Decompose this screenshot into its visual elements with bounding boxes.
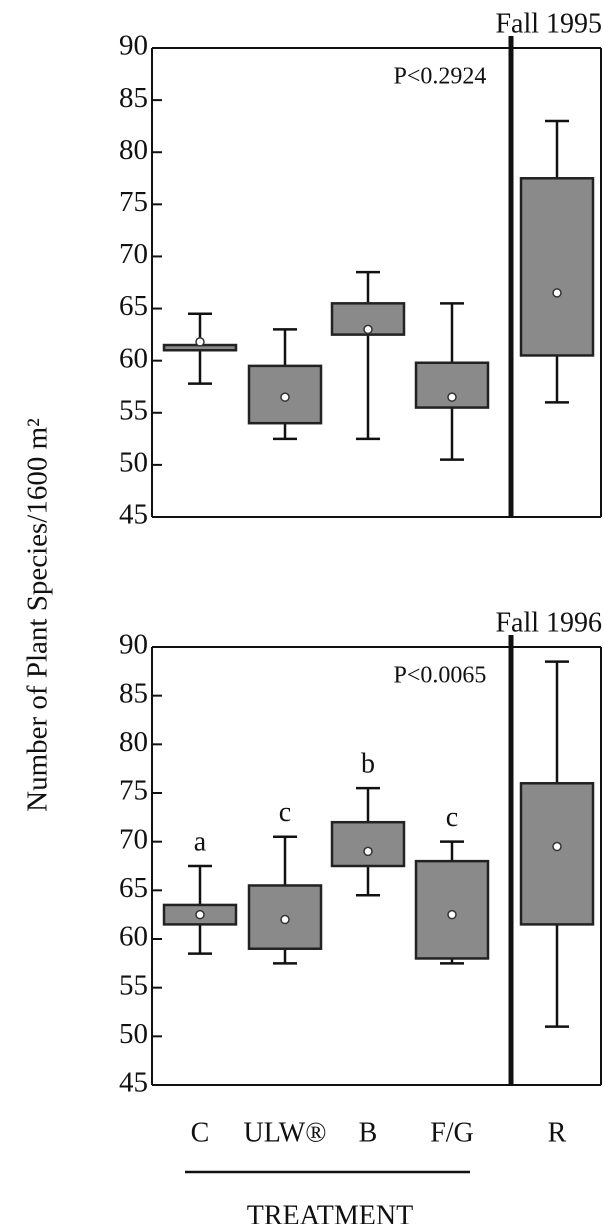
x-tick-label: R [548,1117,567,1148]
y-tick-label: 45 [119,499,148,531]
box [330,302,406,336]
median [195,337,205,347]
median [447,909,457,920]
group-letter: c [446,802,458,833]
group-letter: b [361,749,375,780]
x-tick-label: C [191,1117,210,1148]
y-tick-label: 45 [119,1067,148,1099]
y-tick-label: 60 [119,342,148,374]
y-tick-label: 60 [119,921,148,953]
median [447,392,457,402]
group-letter: c [279,797,291,828]
y-tick-label: 75 [119,186,148,218]
y-tick-label: 70 [119,823,148,855]
y-tick-label: 90 [119,30,148,62]
p-value: P<0.0065 [394,663,487,689]
median [363,846,373,857]
panel-title: Fall 1996 [495,607,602,638]
y-axis-label: Number of Plant Species/1600 m² [22,418,54,812]
x-axis-label: TREATMENT [247,1200,413,1224]
y-tick-label: 80 [119,726,148,758]
y-tick-label: 85 [119,677,148,709]
y-tick-label: 50 [119,447,148,479]
median [280,392,290,402]
group-letter: a [194,826,207,857]
y-tick-label: 90 [119,629,148,661]
x-tick-label: ULW® [244,1117,327,1148]
box [414,859,490,960]
y-tick-label: 55 [119,969,148,1001]
y-tick-label: 70 [119,238,148,270]
median [195,909,205,920]
y-tick-label: 65 [119,290,148,322]
x-tick-label: B [359,1117,378,1148]
panel-title: Fall 1995 [495,8,602,39]
y-tick-label: 75 [119,775,148,807]
median [363,324,373,335]
box [519,177,595,357]
x-tick-label: F/G [430,1117,474,1148]
y-tick-label: 85 [119,82,148,114]
box [330,820,406,868]
median [552,288,562,298]
y-tick-label: 80 [119,134,148,166]
p-value: P<0.2924 [394,64,487,90]
y-tick-label: 55 [119,394,148,426]
y-tick-label: 65 [119,872,148,904]
median [280,914,290,925]
box [519,782,595,926]
median [552,841,562,852]
y-tick-label: 50 [119,1018,148,1050]
